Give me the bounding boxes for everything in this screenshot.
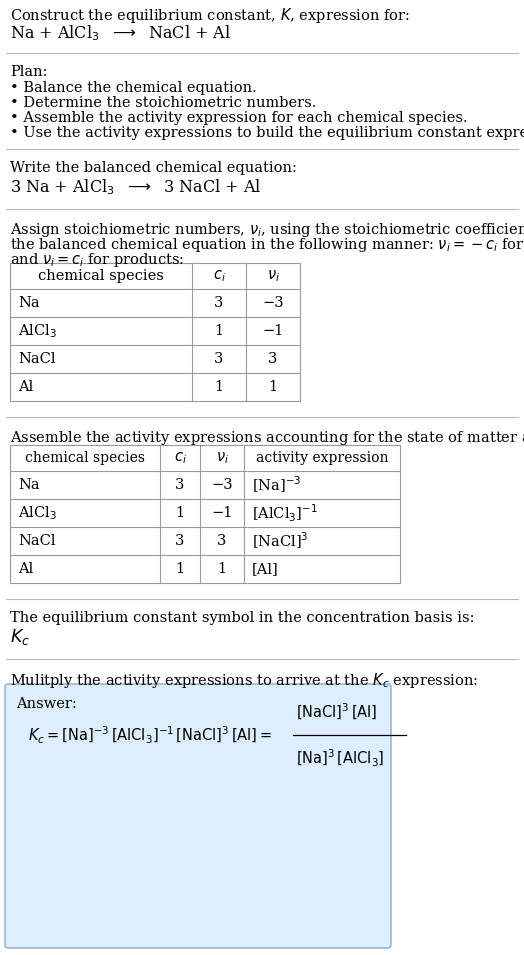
- Text: Answer:: Answer:: [16, 697, 77, 711]
- Bar: [10, 445, 400, 583]
- Text: Al: Al: [18, 562, 33, 576]
- Text: NaCl: NaCl: [18, 534, 56, 548]
- Text: [NaCl]$^3$: [NaCl]$^3$: [252, 531, 309, 551]
- Text: $K_c = [\mathrm{Na}]^{-3}\,[\mathrm{AlCl}_3]^{-1}\,[\mathrm{NaCl}]^3\,[\mathrm{A: $K_c = [\mathrm{Na}]^{-3}\,[\mathrm{AlCl…: [28, 725, 272, 746]
- Text: 3 Na + AlCl$_3$  $\longrightarrow$  3 NaCl + Al: 3 Na + AlCl$_3$ $\longrightarrow$ 3 NaCl…: [10, 177, 261, 197]
- Text: $\nu_i$: $\nu_i$: [215, 450, 228, 466]
- Text: 1: 1: [217, 562, 226, 576]
- Text: Write the balanced chemical equation:: Write the balanced chemical equation:: [10, 161, 297, 175]
- Text: • Determine the stoichiometric numbers.: • Determine the stoichiometric numbers.: [10, 96, 316, 110]
- Text: Assign stoichiometric numbers, $\nu_i$, using the stoichiometric coefficients, $: Assign stoichiometric numbers, $\nu_i$, …: [10, 221, 524, 239]
- Text: $[\mathrm{Na}]^3\,[\mathrm{AlCl}_3]$: $[\mathrm{Na}]^3\,[\mathrm{AlCl}_3]$: [296, 748, 385, 769]
- Text: 1: 1: [214, 324, 224, 338]
- Text: chemical species: chemical species: [38, 269, 164, 283]
- Text: Construct the equilibrium constant, $K$, expression for:: Construct the equilibrium constant, $K$,…: [10, 6, 410, 25]
- Text: Mulitply the activity expressions to arrive at the $K_c$ expression:: Mulitply the activity expressions to arr…: [10, 671, 478, 690]
- Text: Na + AlCl$_3$  $\longrightarrow$  NaCl + Al: Na + AlCl$_3$ $\longrightarrow$ NaCl + A…: [10, 23, 231, 43]
- Text: $K_c$: $K_c$: [10, 627, 30, 647]
- Text: −1: −1: [263, 324, 283, 338]
- Text: Al: Al: [18, 380, 33, 394]
- Text: [Na]$^{-3}$: [Na]$^{-3}$: [252, 475, 301, 496]
- Text: Na: Na: [18, 296, 40, 310]
- Text: • Use the activity expressions to build the equilibrium constant expression.: • Use the activity expressions to build …: [10, 126, 524, 140]
- Text: 3: 3: [268, 352, 278, 366]
- Text: chemical species: chemical species: [25, 451, 145, 465]
- Text: Plan:: Plan:: [10, 65, 48, 79]
- Text: NaCl: NaCl: [18, 352, 56, 366]
- Text: $[\mathrm{NaCl}]^3\,[\mathrm{Al}]$: $[\mathrm{NaCl}]^3\,[\mathrm{Al}]$: [296, 702, 377, 722]
- Text: Assemble the activity expressions accounting for the state of matter and $\nu_i$: Assemble the activity expressions accoun…: [10, 429, 524, 447]
- Text: Na: Na: [18, 478, 40, 492]
- Text: AlCl$_3$: AlCl$_3$: [18, 504, 57, 521]
- Text: the balanced chemical equation in the following manner: $\nu_i = -c_i$ for react: the balanced chemical equation in the fo…: [10, 236, 524, 254]
- Text: 1: 1: [176, 506, 184, 520]
- Text: −3: −3: [211, 478, 233, 492]
- Text: 1: 1: [176, 562, 184, 576]
- Text: AlCl$_3$: AlCl$_3$: [18, 322, 57, 340]
- Text: 3: 3: [176, 478, 184, 492]
- Text: 1: 1: [214, 380, 224, 394]
- Text: −1: −1: [211, 506, 233, 520]
- Text: 1: 1: [268, 380, 278, 394]
- Text: The equilibrium constant symbol in the concentration basis is:: The equilibrium constant symbol in the c…: [10, 611, 475, 625]
- Bar: [10, 263, 300, 401]
- Text: 3: 3: [214, 296, 224, 310]
- Text: $\nu_i$: $\nu_i$: [267, 268, 279, 284]
- Text: $c_i$: $c_i$: [213, 268, 225, 284]
- Text: −3: −3: [262, 296, 284, 310]
- Text: and $\nu_i = c_i$ for products:: and $\nu_i = c_i$ for products:: [10, 251, 184, 269]
- Text: • Assemble the activity expression for each chemical species.: • Assemble the activity expression for e…: [10, 111, 467, 125]
- Text: activity expression: activity expression: [256, 451, 388, 465]
- Text: • Balance the chemical equation.: • Balance the chemical equation.: [10, 81, 257, 95]
- FancyBboxPatch shape: [5, 684, 391, 948]
- Text: 3: 3: [217, 534, 227, 548]
- Text: $c_i$: $c_i$: [173, 450, 187, 466]
- Text: [AlCl$_3$]$^{-1}$: [AlCl$_3$]$^{-1}$: [252, 502, 318, 523]
- Text: 3: 3: [214, 352, 224, 366]
- Text: [Al]: [Al]: [252, 562, 279, 576]
- Text: 3: 3: [176, 534, 184, 548]
